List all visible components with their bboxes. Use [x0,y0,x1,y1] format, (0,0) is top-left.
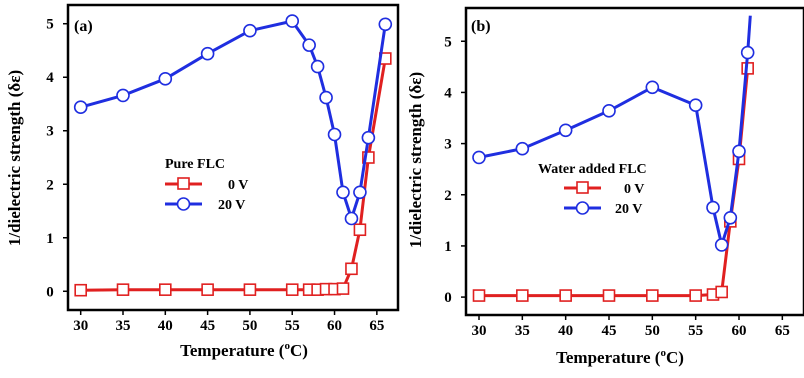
data-point-square-a [345,262,358,276]
data-point-square-b [472,289,486,302]
data-point-circle-b [472,150,486,165]
legend-square-marker-b [576,181,589,194]
data-point-square-a [116,283,130,296]
data-point-circle-a [310,59,325,74]
data-point-circle-a [302,38,316,52]
data-point-circle-b [558,123,573,138]
data-point-square-a [336,282,350,295]
y-tick-label-b: 2 [444,188,452,204]
data-point-circle-b [732,144,746,159]
x-tick-label-a: 30 [73,318,88,334]
data-point-circle-a [336,185,350,200]
data-point-circle-a [353,185,367,200]
data-point-circle-b [706,200,720,215]
legend-circle-marker-b [575,201,590,215]
data-point-circle-b [602,104,616,118]
legend-square-marker-a [177,177,190,190]
data-point-circle-a [327,127,342,142]
data-point-circle-a [285,14,300,28]
legend-item-a-0v: 0 V [165,177,248,193]
data-point-circle-b [515,141,530,156]
data-point-circle-a [200,46,215,61]
x-axis-label-b: Temperature (oC) [556,347,684,367]
y-tick-label-a: 0 [46,284,54,300]
series-line-b-1 [478,15,752,247]
legend-item-b-0v: 0 V [564,181,644,197]
data-point-circle-b [645,80,660,95]
data-point-circle-a [73,100,88,115]
data-point-square-b [516,289,529,302]
y-tick-label-b: 0 [444,290,452,306]
x-tick-label-a: 55 [285,318,300,334]
legend-label-a-0v: 0 V [228,178,248,193]
y-tick-label-a: 5 [46,17,54,33]
y-tick-label-a: 4 [46,70,54,86]
x-tick-label-b: 30 [472,323,487,339]
data-point-square-a [243,283,257,296]
panel-a: (a) 1/dielectric strength (δε) Temperatu… [5,3,400,360]
data-point-circle-a [116,88,130,103]
data-point-square-b [715,285,728,299]
legend-item-b-20v: 20 V [564,201,642,217]
x-tick-label-a: 50 [242,318,257,334]
y-tick-label-b: 4 [444,85,452,101]
x-tick-label-b: 40 [558,323,573,339]
legend-label-b-0v: 0 V [624,182,644,197]
data-point-square-a [362,151,375,164]
data-point-circle-b [723,210,738,225]
y-axis-label-b: 1/dielectric strength (δε) [406,72,425,248]
legend-label-b-20v: 20 V [615,202,642,217]
y-tick-label-b: 5 [444,34,452,50]
data-point-circle-b [740,45,755,60]
data-point-circle-b [688,98,703,113]
legend-circle-marker-a [176,197,191,211]
x-tick-label-b: 65 [775,323,790,339]
data-point-circle-a [319,90,333,105]
legend-item-a-20v: 20 V [165,197,245,213]
x-tick-label-a: 45 [200,318,215,334]
panel-b: (b) 1/dielectric strength (δε) Temperatu… [406,6,804,367]
legend-title-b: Water added FLC [538,162,647,177]
x-tick-label-b: 50 [645,323,660,339]
x-tick-label-b: 35 [515,323,530,339]
y-tick-label-a: 3 [46,124,54,140]
data-point-square-b [689,289,702,302]
y-tick-label-b: 3 [444,137,452,153]
plot-frame-a [66,3,400,312]
data-point-circle-a [158,72,173,86]
data-point-square-a [285,283,299,296]
data-point-square-a [201,283,214,296]
data-point-square-a [159,283,172,296]
legend-title-a: Pure FLC [165,157,225,172]
y-tick-label-b: 1 [444,239,452,255]
x-tick-label-a: 65 [369,318,384,334]
data-point-circle-a [361,130,376,145]
data-point-circle-b [714,238,729,252]
x-tick-label-b: 45 [602,323,617,339]
data-point-square-b [559,289,572,302]
data-point-circle-a [243,23,257,38]
x-tick-label-b: 60 [732,323,747,339]
legend-label-a-20v: 20 V [218,198,245,213]
x-tick-label-b: 55 [688,323,703,339]
data-point-circle-a [344,211,359,226]
data-point-square-a [353,223,367,237]
x-tick-label-a: 40 [158,318,173,334]
data-point-square-a [74,283,87,297]
panel-label-b: (b) [471,18,491,35]
plot-frame-b [464,6,804,317]
x-axis-label-a: Temperature (oC) [180,340,308,360]
data-point-square-b [646,289,659,302]
y-axis-label-a: 1/dielectric strength (δε) [5,70,24,246]
x-tick-label-a: 35 [116,318,131,334]
data-point-square-b [602,289,616,302]
y-tick-label-a: 1 [46,231,54,247]
y-tick-label-a: 2 [46,177,54,193]
x-tick-label-a: 60 [327,318,342,334]
data-point-circle-a [378,17,393,32]
panel-label-a: (a) [74,18,93,35]
